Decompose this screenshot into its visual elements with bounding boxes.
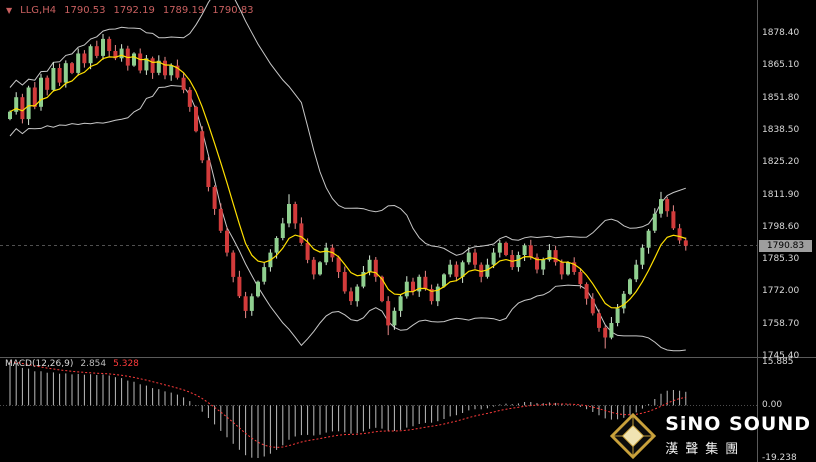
macd-header: MACD(12,26,9) 2.854 5.328 bbox=[5, 359, 139, 369]
symbol-timeframe-label: LLG,H4 bbox=[20, 5, 57, 16]
watermark-text: SiNO SOUND 漢聲集團 bbox=[665, 413, 811, 457]
macd-indicator-label: MACD(12,26,9) bbox=[5, 359, 74, 369]
ohlc-open-value: 1790.53 bbox=[64, 5, 106, 16]
macd-main-value: 2.854 bbox=[80, 359, 107, 369]
chart-header: ▼ LLG,H4 1790.53 1792.19 1789.19 1790.83 bbox=[6, 5, 254, 16]
diamond-logo-icon bbox=[610, 413, 657, 459]
ohlc-close-value: 1790.83 bbox=[212, 5, 254, 16]
watermark-subtitle: 漢聲集團 bbox=[665, 441, 746, 457]
watermark-logo: SiNO SOUND 漢聲集團 bbox=[610, 413, 811, 459]
current-price-tag: 1790.83 bbox=[759, 239, 812, 252]
watermark-title: SiNO SOUND bbox=[665, 413, 811, 436]
ohlc-high-value: 1792.19 bbox=[113, 5, 155, 16]
macd-signal-value: 5.328 bbox=[113, 359, 139, 369]
ohlc-low-value: 1789.19 bbox=[162, 5, 205, 16]
symbol-marker-icon: ▼ bbox=[6, 5, 13, 15]
